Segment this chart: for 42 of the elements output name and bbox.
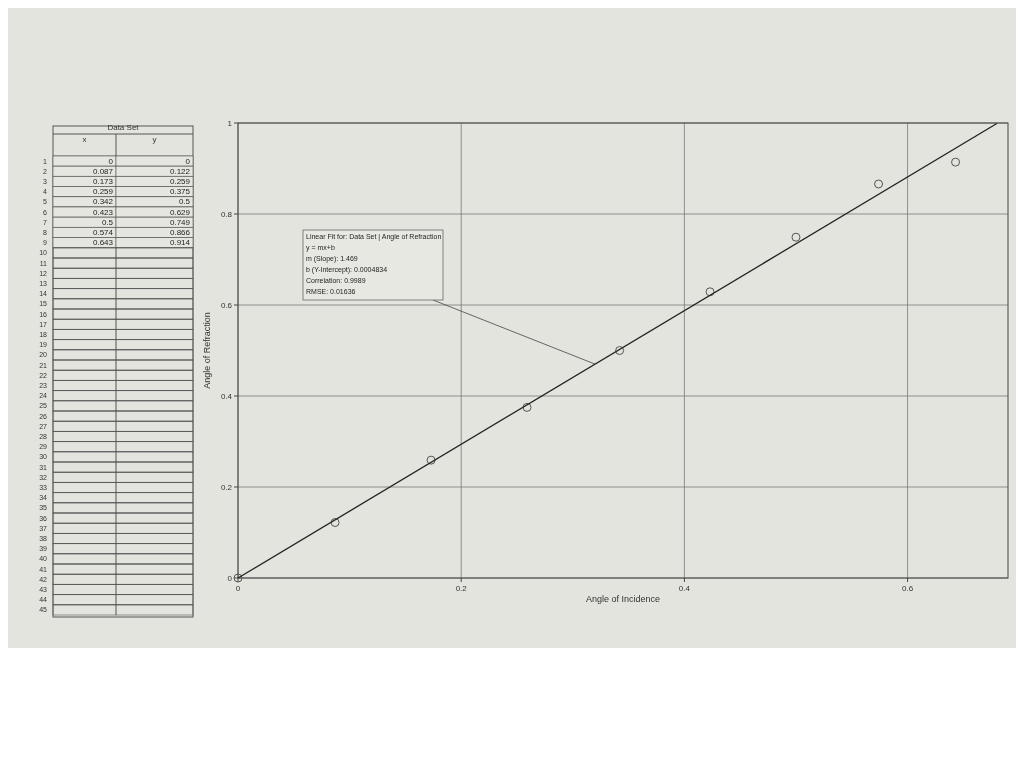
data-label: 0.259 <box>169 176 191 186</box>
data-label: 0 <box>185 156 191 166</box>
point <box>951 157 961 167</box>
data-label: 0.375 <box>169 187 191 197</box>
y-tick-label: 1 <box>227 119 233 128</box>
data-label: 0.5 <box>101 217 114 227</box>
data-label: 0.173 <box>92 176 114 186</box>
data-label: 0.866 <box>169 227 191 237</box>
y-tick-label: 0.2 <box>220 483 233 492</box>
data-label: 0.423 <box>92 207 114 217</box>
x-tick-label: x <box>82 135 87 144</box>
y-tick-label: 0.8 <box>220 210 233 219</box>
point <box>522 402 532 412</box>
y-tick-label: 0 <box>227 574 233 583</box>
data-label: 0 <box>108 156 114 166</box>
data-label: 0.629 <box>169 207 191 217</box>
point <box>705 287 715 297</box>
data-label: 0.087 <box>92 166 114 176</box>
point <box>233 573 243 583</box>
data-label: 0.122 <box>169 166 191 176</box>
x-axis-title: Angle of Incidence <box>585 594 661 604</box>
x-tick-label: y <box>152 135 157 144</box>
point <box>615 346 625 355</box>
y-axis-title: Angle of Refraction <box>202 312 212 389</box>
data-label: 0.749 <box>169 217 191 227</box>
data-label: 0.643 <box>92 238 114 248</box>
chart-title: Data Set <box>107 123 140 132</box>
data-label: 0.259 <box>92 187 114 197</box>
data-label: 0.342 <box>92 197 114 207</box>
x-tick-label: 0 <box>235 584 241 593</box>
point <box>791 232 801 242</box>
y-tick-label: 0.4 <box>220 392 233 401</box>
point <box>330 517 340 527</box>
y-tick-label: 0.6 <box>220 301 233 310</box>
x-tick-label: 0.6 <box>902 584 914 593</box>
data-label: 0.5 <box>178 197 191 207</box>
data-label: 0.574 <box>92 227 114 237</box>
point <box>426 455 436 465</box>
data-label: 0.914 <box>169 238 191 248</box>
point <box>874 179 884 189</box>
x-tick-label: 0.2 <box>455 584 468 593</box>
x-tick-label: 0.4 <box>678 584 691 593</box>
